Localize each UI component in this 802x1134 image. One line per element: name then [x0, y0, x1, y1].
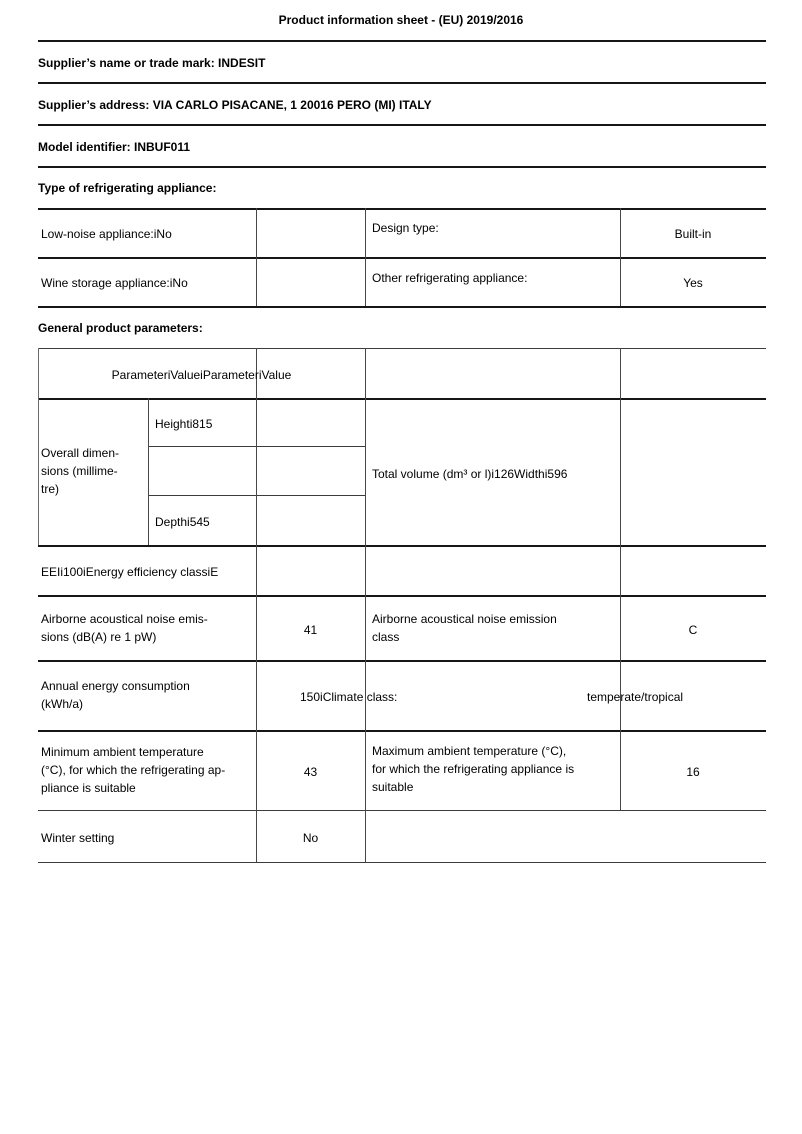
params-header-label: ParameteriValueiParameteriValue [111, 368, 292, 382]
section-divider [38, 40, 766, 42]
total-volume-width-value: Total volume (dm³ or l)i126Widthi596 [372, 467, 568, 481]
table-border-v [148, 398, 149, 545]
table-border-v [256, 208, 257, 306]
table-border-h [38, 810, 766, 811]
table-border-h [38, 257, 766, 259]
table-border-h [38, 398, 766, 400]
table-border-h [38, 595, 766, 597]
section-divider [38, 166, 766, 168]
table-border-h [38, 208, 766, 210]
type-of-appliance-heading: Type of refrigerating appliance: [38, 181, 217, 195]
other-appliance-value: Yes [683, 276, 703, 290]
wine-storage-appliance-cell: Wine storage appliance:iNo [41, 276, 188, 290]
noise-class-value: C [688, 623, 698, 637]
table-border-v [620, 348, 621, 810]
noise-emission-label: Airborne acoustical noise emis- sions (d… [41, 612, 208, 644]
eei-row-label: EEIi100iEnergy efficiency classiE [41, 565, 219, 579]
climate-class-value: temperate/tropical [587, 690, 684, 704]
design-type-label: Design type: [372, 221, 439, 235]
max-temp-value: 16 [686, 765, 700, 779]
noise-class-label: Airborne acoustical noise emission class [372, 612, 557, 644]
table-border-h [38, 306, 766, 308]
supplier-address-heading: Supplier’s address: VIA CARLO PISACANE, … [38, 98, 432, 112]
height-value: Heighti815 [155, 417, 213, 431]
energy-value-climate-label: 150iClimate class: [300, 690, 398, 704]
table-border-h [38, 660, 766, 662]
table-border-h [38, 545, 766, 547]
section-divider [38, 82, 766, 84]
table-border-h [38, 730, 766, 732]
low-noise-appliance-cell: Low-noise appliance:iNo [41, 227, 172, 241]
page-title: Product information sheet - (EU) 2019/20… [278, 13, 524, 27]
overall-dimensions-label: Overall dimen- sions (millime- tre) [41, 446, 120, 496]
noise-emission-value: 41 [303, 623, 318, 637]
table-border-v [365, 208, 366, 306]
winter-setting-value: No [302, 831, 319, 845]
table-border-v [620, 208, 621, 306]
energy-consumption-label: Annual energy consumption (kWh/a) [41, 679, 190, 711]
supplier-name-heading: Supplier’s name or trade mark: INDESIT [38, 56, 266, 70]
design-type-value: Built-in [674, 227, 712, 241]
min-temp-label: Minimum ambient temperature (°C), for wh… [41, 745, 226, 795]
winter-setting-label: Winter setting [41, 831, 115, 845]
section-divider [38, 124, 766, 126]
general-parameters-heading: General product parameters: [38, 321, 203, 335]
model-identifier-heading: Model identifier: INBUF011 [38, 140, 191, 154]
min-temp-value: 43 [303, 765, 318, 779]
table-border-h [38, 862, 766, 863]
table-border-v [256, 348, 257, 862]
other-appliance-label: Other refrigerating appliance: [372, 271, 528, 285]
depth-value: Depthi545 [155, 515, 210, 529]
table-border-v [38, 348, 39, 545]
table-border-h [38, 348, 766, 349]
max-temp-label: Maximum ambient temperature (°C), for wh… [372, 744, 575, 794]
table-border-v [365, 348, 366, 862]
